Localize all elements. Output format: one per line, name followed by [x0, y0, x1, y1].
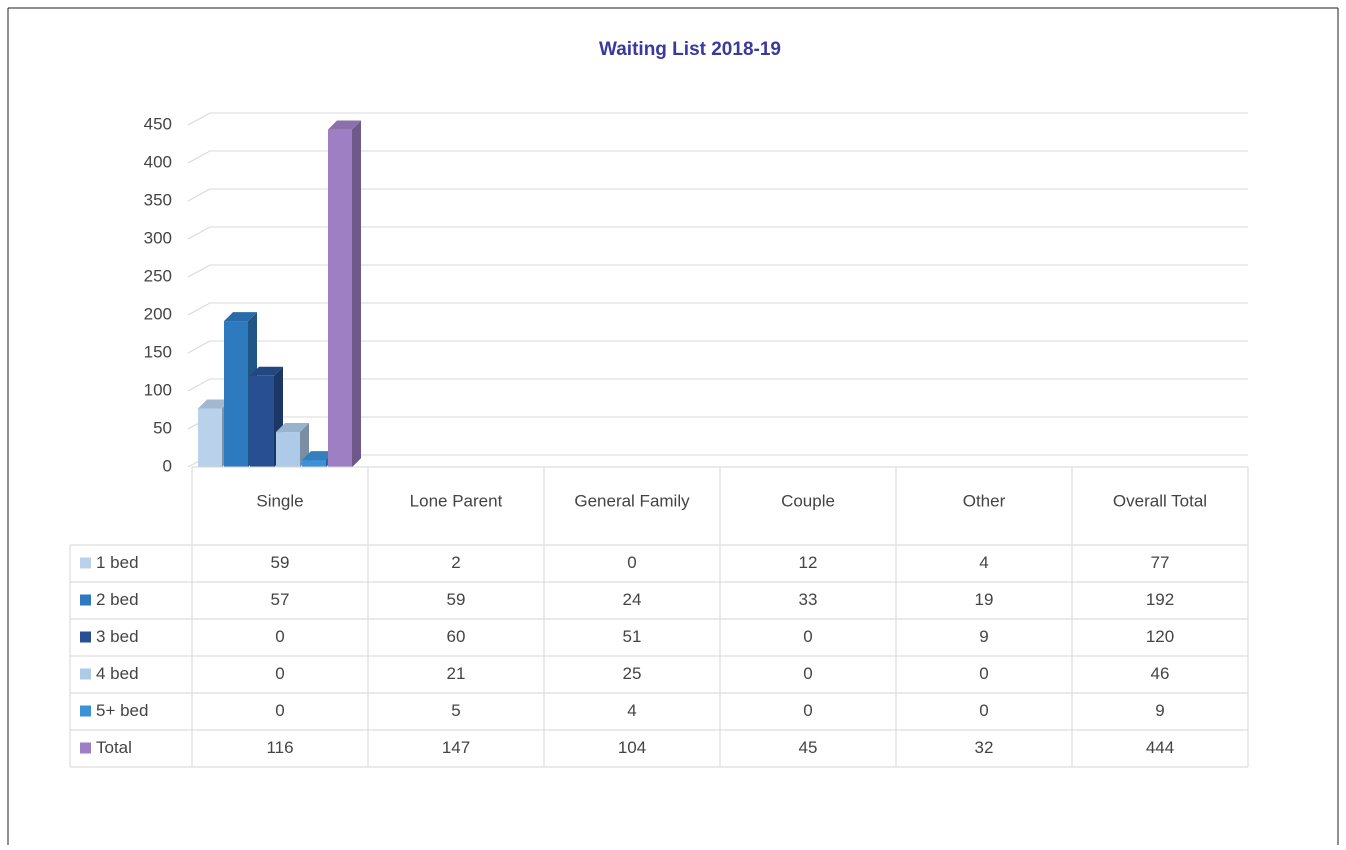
- bar-top: [224, 312, 257, 322]
- table-value: 104: [618, 738, 646, 757]
- table-value: 5: [451, 701, 460, 720]
- table-value: 19: [975, 590, 994, 609]
- table-value: 0: [803, 664, 812, 683]
- y-tick-label: 300: [144, 228, 172, 247]
- grid-slant: [187, 188, 211, 202]
- table-value: 32: [975, 738, 994, 757]
- legend-label: Total: [96, 738, 132, 757]
- bar: [328, 129, 352, 467]
- table-value: 0: [803, 701, 812, 720]
- table-value: 9: [1155, 701, 1164, 720]
- legend-label: 3 bed: [96, 627, 139, 646]
- table-value: 25: [623, 664, 642, 683]
- legend-key: [80, 705, 91, 717]
- bar-top: [250, 366, 283, 376]
- table-value: 51: [623, 627, 642, 646]
- table-value: 4: [979, 553, 988, 572]
- grid-slant: [187, 150, 211, 164]
- table-value: 2: [451, 553, 460, 572]
- table-value: 59: [271, 553, 290, 572]
- table-value: 0: [275, 627, 284, 646]
- x-tick-label: Couple: [781, 491, 835, 510]
- legend-label: 5+ bed: [96, 701, 148, 720]
- x-tick-label: General Family: [574, 491, 690, 510]
- y-tick-label: 200: [144, 304, 172, 323]
- table-value: 0: [979, 701, 988, 720]
- grid-slant: [187, 302, 211, 316]
- table-value: 0: [803, 627, 812, 646]
- table-value: 0: [979, 664, 988, 683]
- table-value: 192: [1146, 590, 1174, 609]
- legend-key: [80, 557, 91, 569]
- bar: [224, 321, 248, 467]
- table-value: 0: [627, 553, 636, 572]
- bar: [302, 460, 326, 467]
- table-value: 0: [275, 664, 284, 683]
- bar-top: [198, 399, 231, 409]
- chart-title: Waiting List 2018-19: [599, 39, 781, 60]
- legend-key: [80, 594, 91, 606]
- legend-key: [80, 742, 91, 754]
- bar-top: [276, 423, 309, 433]
- table-value: 57: [271, 590, 290, 609]
- y-tick-label: 0: [163, 456, 172, 475]
- table-value: 4: [627, 701, 636, 720]
- table-value: 33: [799, 590, 818, 609]
- table-value: 9: [979, 627, 988, 646]
- bar-side: [352, 120, 361, 467]
- legend-label: 4 bed: [96, 664, 139, 683]
- bar: [198, 408, 222, 467]
- table-value: 147: [442, 738, 470, 757]
- table-value: 12: [799, 553, 818, 572]
- bar-top: [328, 120, 361, 130]
- table-value: 59: [447, 590, 466, 609]
- table-value: 116: [266, 738, 293, 757]
- table-value: 21: [447, 664, 466, 683]
- table-value: 77: [1151, 553, 1170, 572]
- y-tick-label: 350: [144, 190, 172, 209]
- legend-key: [80, 668, 91, 680]
- table-value: 24: [623, 590, 642, 609]
- y-tick-label: 50: [153, 418, 172, 437]
- bar: [276, 432, 300, 467]
- x-tick-label: Single: [256, 491, 303, 510]
- y-tick-label: 150: [144, 342, 172, 361]
- y-tick-label: 100: [144, 380, 172, 399]
- y-tick-label: 250: [144, 266, 172, 285]
- table-value: 0: [275, 701, 284, 720]
- x-tick-label: Lone Parent: [410, 491, 503, 510]
- legend-label: 1 bed: [96, 553, 139, 572]
- table-value: 444: [1146, 738, 1174, 757]
- y-tick-label: 400: [144, 152, 172, 171]
- table-value: 45: [799, 738, 818, 757]
- y-tick-label: 450: [144, 114, 172, 133]
- table-value: 120: [1146, 627, 1174, 646]
- x-tick-label: Other: [963, 491, 1006, 510]
- x-tick-label: Overall Total: [1113, 491, 1207, 510]
- legend-key: [80, 631, 91, 643]
- grid-slant: [187, 378, 211, 392]
- legend-label: 2 bed: [96, 590, 139, 609]
- bar: [250, 375, 274, 467]
- grid-slant: [187, 226, 211, 240]
- table-value: 46: [1151, 664, 1170, 683]
- bar-top: [302, 451, 335, 461]
- grid-slant: [187, 112, 211, 126]
- grid-slant: [187, 264, 211, 278]
- table-value: 60: [447, 627, 466, 646]
- grid-slant: [187, 340, 211, 354]
